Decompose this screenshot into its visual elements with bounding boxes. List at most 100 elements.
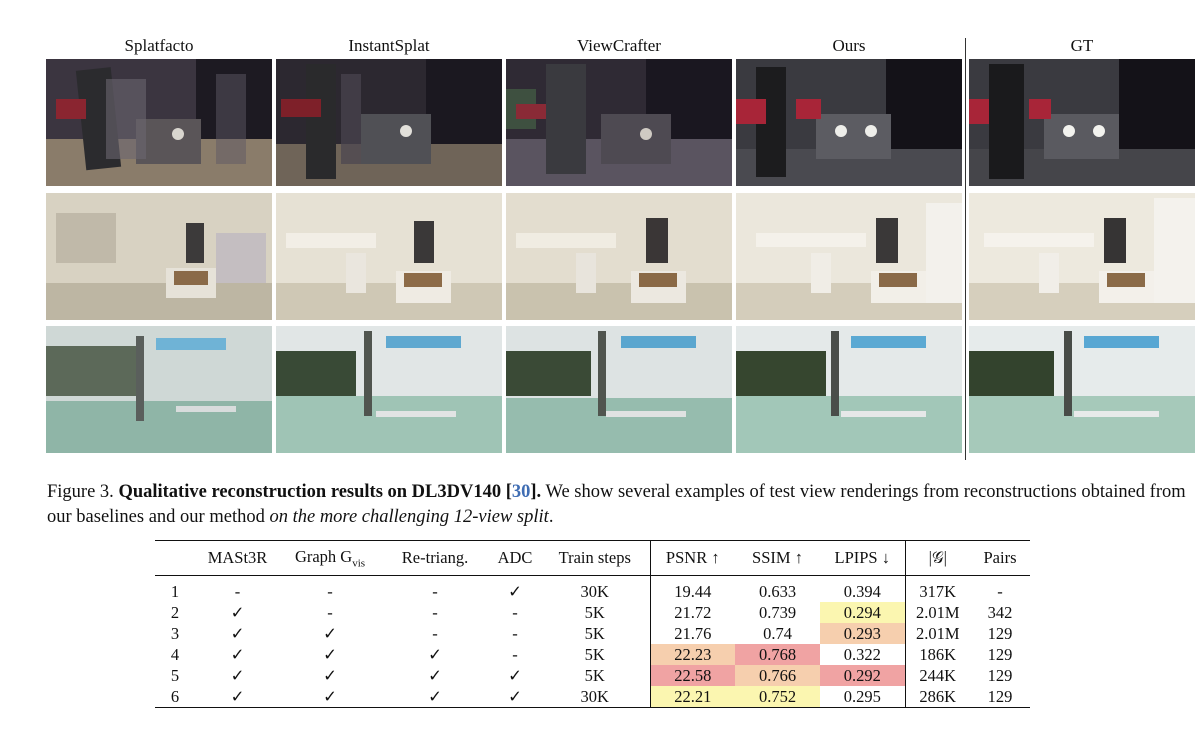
cell-lpips: 0.394 xyxy=(843,581,881,601)
cell-id: 2 xyxy=(170,602,180,622)
scene-image-gallery-ours xyxy=(736,193,962,320)
cell-ssim: 0.633 xyxy=(758,581,797,601)
caption-prefix: Figure 3. xyxy=(47,482,119,502)
cell-retriang: - xyxy=(432,602,438,622)
cell-steps: 5K xyxy=(584,665,605,685)
table-header-row: MASt3R Graph Gvis Re-triang. ADC Train s… xyxy=(155,540,1030,576)
cell-psnr-best: 22.58 xyxy=(649,665,735,686)
cell-lpips-best: 0.292 xyxy=(820,665,905,686)
column-label-viewcrafter: ViewCrafter xyxy=(577,36,661,55)
column-label-instantsplat: InstantSplat xyxy=(348,36,430,55)
cell-steps: 5K xyxy=(584,623,605,643)
cell-psnr: 19.44 xyxy=(649,575,735,602)
scene-image-fitness-viewcrafter xyxy=(506,326,732,453)
header-retriang: Re-triang. xyxy=(401,548,469,567)
header-graph: Graph Gvis xyxy=(294,546,366,570)
column-label-gt: GT xyxy=(1070,36,1094,55)
cell-retriang: - xyxy=(432,581,438,601)
cell-mast3r: ✓ xyxy=(230,602,245,622)
header-ssim: SSIM ↑ xyxy=(752,548,803,567)
header-id xyxy=(155,541,195,576)
cell-psnr-second: 22.23 xyxy=(649,644,735,665)
scene-image-fitness-splatfacto xyxy=(46,326,272,453)
cell-adc: - xyxy=(512,602,518,622)
scene-image-gallery-gt xyxy=(969,193,1195,320)
scene-image-fitness-ours xyxy=(736,326,962,453)
cell-id: 3 xyxy=(170,623,180,643)
scene-image-car-ours xyxy=(736,59,962,186)
ablation-table: MASt3R Graph Gvis Re-triang. ADC Train s… xyxy=(155,540,1030,708)
cell-graph: - xyxy=(327,602,333,622)
cell-gaussian-count: 244K xyxy=(904,665,970,686)
cell-retriang: ✓ xyxy=(428,665,442,685)
cell-ssim-second: 0.766 xyxy=(735,665,820,686)
cell-adc: - xyxy=(512,623,518,643)
caption-text: We show several examples of test view re… xyxy=(47,482,1186,527)
table-row: 5 ✓ ✓ ✓ ✓ 5K 22.58 0.766 0.292 244K 129 xyxy=(155,665,1030,686)
cell-mast3r: - xyxy=(234,581,241,601)
cell-gaussian-count: 2.01M xyxy=(904,623,970,644)
cell-psnr-third: 22.21 xyxy=(649,686,735,708)
table-row: 2 ✓ - - - 5K 21.72 0.739 0.294 2.01M 342 xyxy=(155,602,1030,623)
cell-steps: 30K xyxy=(580,686,609,706)
cell-lpips: 0.322 xyxy=(843,644,881,664)
cell-pairs: 129 xyxy=(987,665,1013,685)
scene-image-gallery-instantsplat xyxy=(276,193,502,320)
cell-gaussian-count: 286K xyxy=(904,686,970,708)
caption-italic: on the more challenging 12-view split xyxy=(269,507,549,527)
cell-steps: 5K xyxy=(584,602,605,622)
cell-lpips: 0.295 xyxy=(843,686,881,706)
column-label-splatfacto: Splatfacto xyxy=(124,36,194,55)
cell-mast3r: ✓ xyxy=(230,686,245,706)
table-row: 1 - - - ✓ 30K 19.44 0.633 0.394 317K - xyxy=(155,575,1030,602)
header-psnr: PSNR ↑ xyxy=(649,540,735,576)
header-gaussian-count: |𝒢| xyxy=(904,540,970,576)
scene-image-car-instantsplat xyxy=(276,59,502,186)
cell-steps: 30K xyxy=(580,581,609,601)
cell-steps: 5K xyxy=(584,644,605,664)
scene-image-car-splatfacto xyxy=(46,59,272,186)
cell-lpips-second: 0.293 xyxy=(820,623,905,644)
cell-psnr: 21.76 xyxy=(649,623,735,644)
cell-pairs: - xyxy=(997,581,1003,601)
table-row: 4 ✓ ✓ ✓ - 5K 22.23 0.768 0.322 186K 129 xyxy=(155,644,1030,665)
cell-ssim-best: 0.768 xyxy=(735,644,820,665)
cell-graph: ✓ xyxy=(323,665,337,685)
cell-adc: ✓ xyxy=(508,581,522,601)
cell-lpips-third: 0.294 xyxy=(820,602,905,623)
cell-graph: ✓ xyxy=(323,623,337,643)
header-pairs: Pairs xyxy=(983,548,1017,567)
cell-ssim: 0.74 xyxy=(763,623,792,643)
cell-mast3r: ✓ xyxy=(230,665,245,685)
scene-image-gallery-splatfacto xyxy=(46,193,272,320)
header-mast3r: MASt3R xyxy=(207,548,268,567)
scene-image-fitness-instantsplat xyxy=(276,326,502,453)
figure-caption: Figure 3. Qualitative reconstruction res… xyxy=(47,482,1186,527)
column-label-ours: Ours xyxy=(832,36,866,55)
gt-divider xyxy=(965,38,966,460)
scene-image-car-viewcrafter xyxy=(506,59,732,186)
cell-adc: ✓ xyxy=(508,686,522,706)
scene-image-fitness-gt xyxy=(969,326,1195,453)
citation-link[interactable]: 30 xyxy=(511,482,531,502)
cell-id: 1 xyxy=(170,581,180,601)
cell-id: 6 xyxy=(170,686,180,706)
table-row: 3 ✓ ✓ - - 5K 21.76 0.74 0.293 2.01M 129 xyxy=(155,623,1030,644)
cell-id: 5 xyxy=(170,665,180,685)
header-adc: ADC xyxy=(497,548,533,567)
cell-graph: ✓ xyxy=(323,686,337,706)
cell-retriang: ✓ xyxy=(428,644,442,664)
cell-pairs: 342 xyxy=(987,602,1013,622)
cell-gaussian-count: 317K xyxy=(904,575,970,602)
header-lpips: LPIPS ↓ xyxy=(834,548,890,567)
cell-retriang: - xyxy=(432,623,438,643)
table-row: 6 ✓ ✓ ✓ ✓ 30K 22.21 0.752 0.295 286K 129 xyxy=(155,686,1030,708)
cell-id: 4 xyxy=(170,644,180,664)
cell-adc: - xyxy=(512,644,518,664)
cell-pairs: 129 xyxy=(987,644,1013,664)
scene-image-car-gt xyxy=(969,59,1195,186)
cell-mast3r: ✓ xyxy=(230,623,245,643)
cell-mast3r: ✓ xyxy=(230,644,245,664)
cell-graph: ✓ xyxy=(323,644,337,664)
caption-bold: Qualitative reconstruction results on DL… xyxy=(118,482,542,502)
